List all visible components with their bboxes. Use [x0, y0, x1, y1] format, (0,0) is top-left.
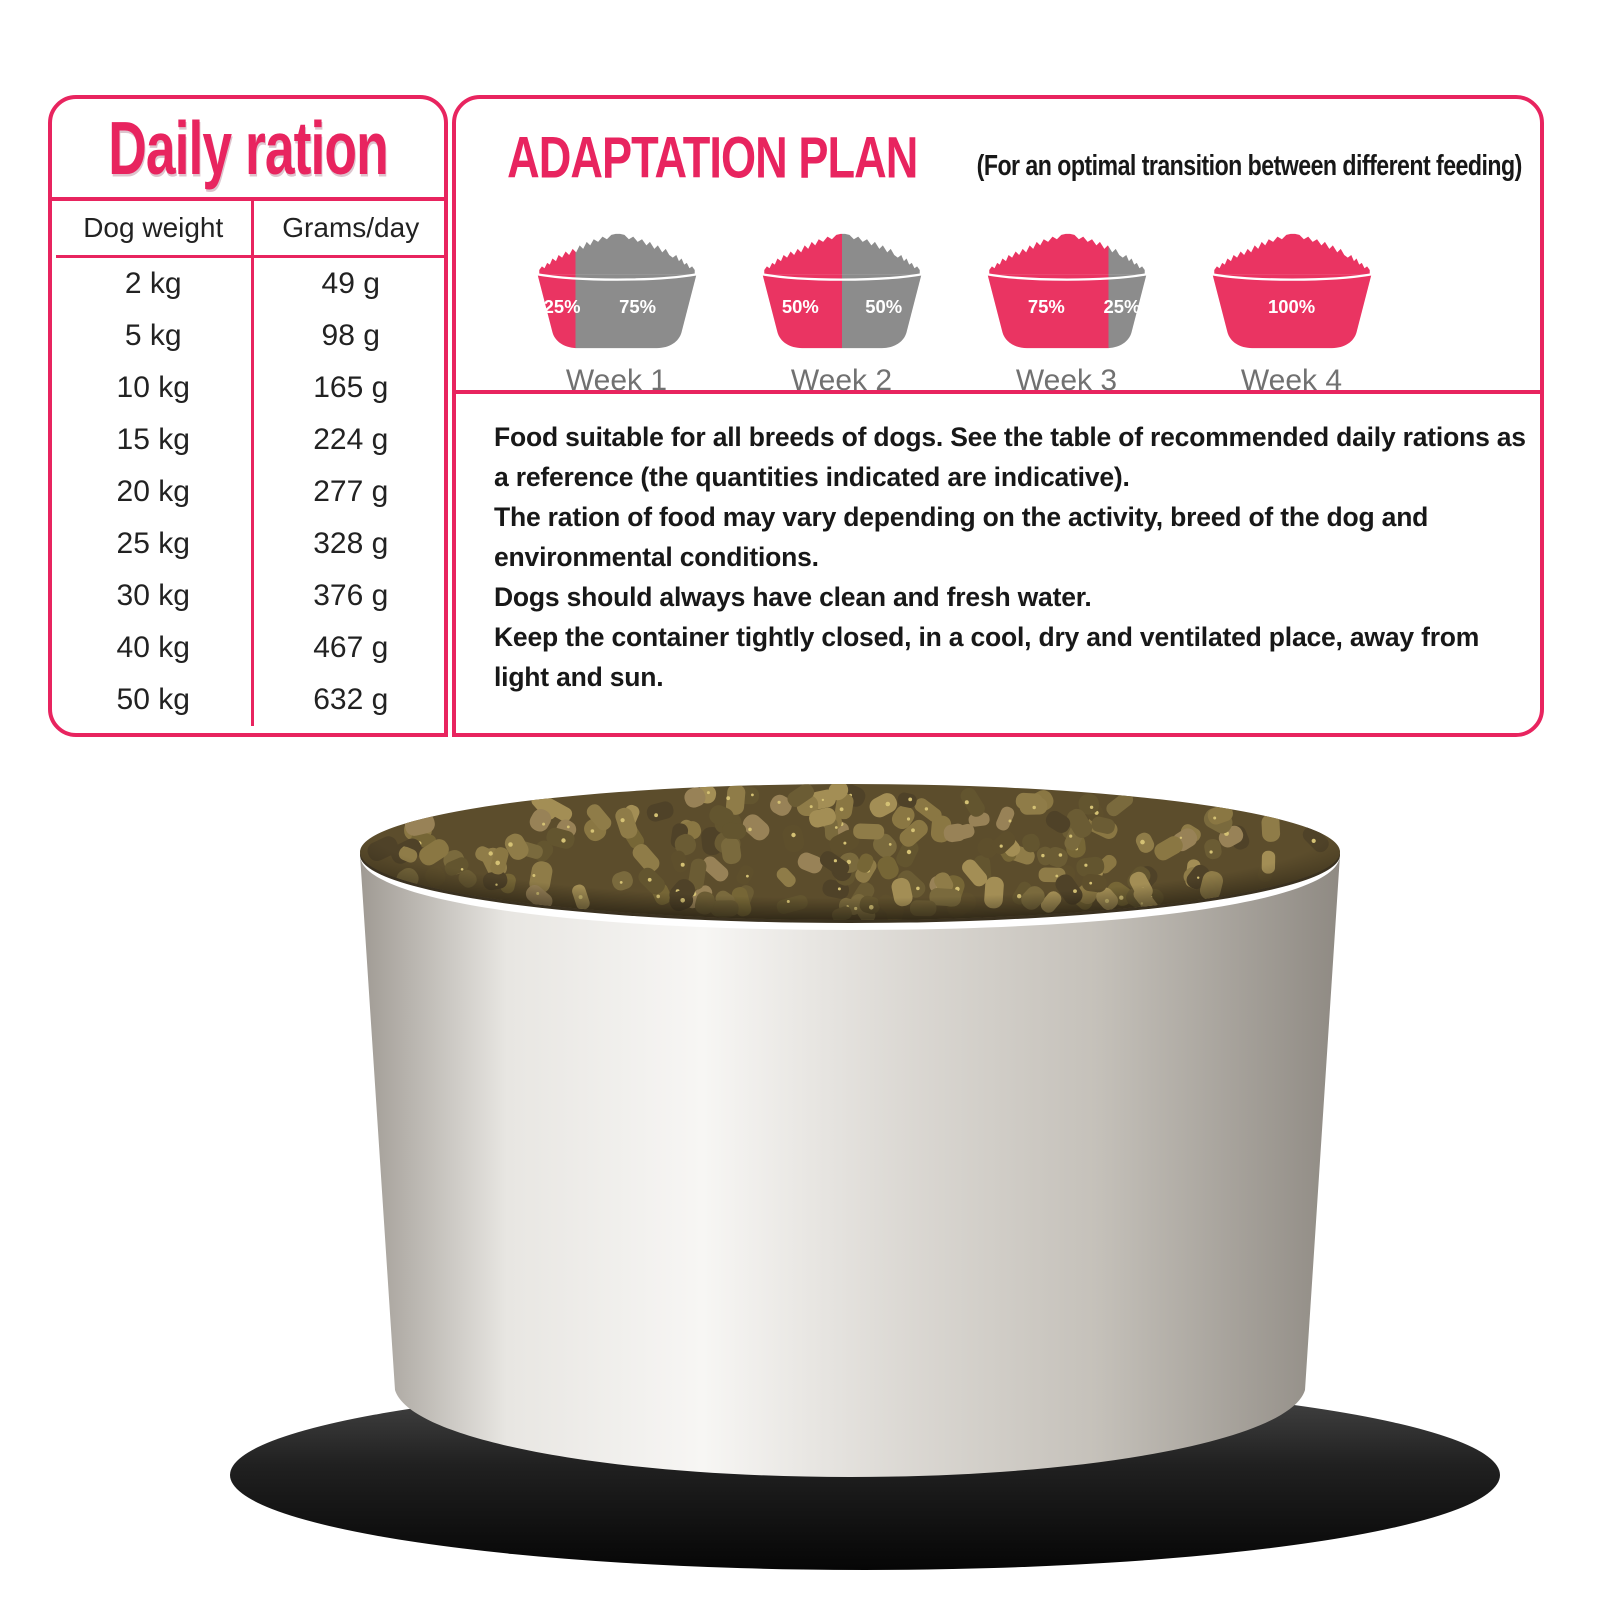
svg-text:75%: 75%	[619, 296, 656, 317]
svg-text:100%: 100%	[1268, 296, 1315, 317]
svg-text:50%: 50%	[865, 296, 902, 317]
svg-text:75%: 75%	[1028, 296, 1065, 317]
svg-text:50%: 50%	[782, 296, 819, 317]
svg-text:25%: 25%	[544, 296, 581, 317]
svg-text:25%: 25%	[1103, 296, 1140, 317]
